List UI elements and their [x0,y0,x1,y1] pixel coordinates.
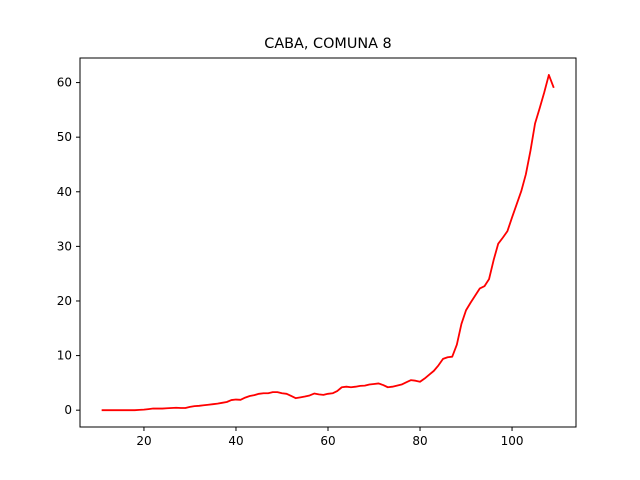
y-tick-label: 20 [57,294,72,308]
y-tick-label: 10 [57,349,72,363]
y-tick-label: 0 [64,403,72,417]
y-axis: 0 10 20 30 40 50 60 [57,76,80,417]
y-tick-label: 60 [57,76,72,90]
x-axis: 20 40 60 80 100 [136,427,523,448]
chart-title: CABA, COMUNA 8 [264,36,391,52]
series-layer [101,74,555,412]
series-line [101,74,555,412]
x-tick-label: 60 [320,434,335,448]
y-tick-label: 30 [57,239,72,253]
plot-frame [79,57,577,428]
y-tick-label: 50 [57,130,72,144]
x-tick-label: 20 [136,434,151,448]
x-tick-label: 40 [228,434,243,448]
x-tick-label: 80 [412,434,427,448]
x-tick-label: 100 [501,434,524,448]
y-tick-label: 40 [57,185,72,199]
